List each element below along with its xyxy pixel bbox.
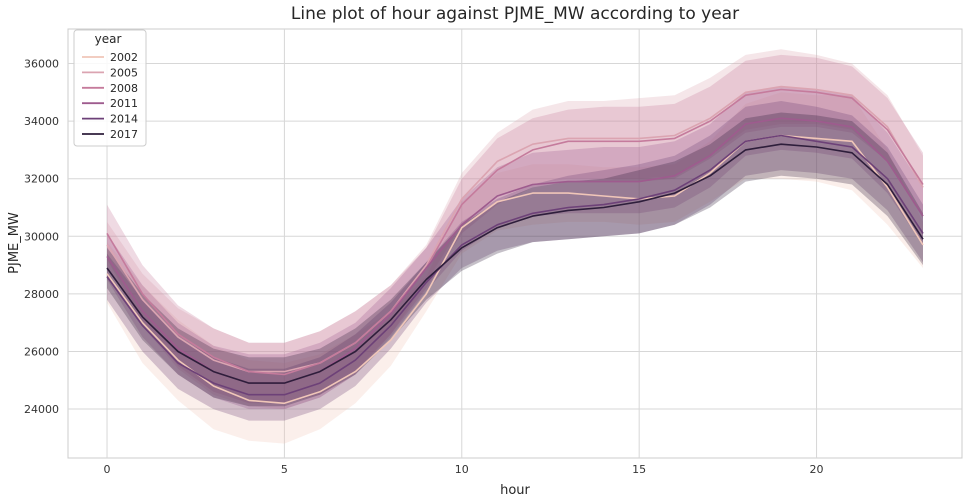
legend-label: 2017 (110, 128, 138, 141)
y-tick-label: 26000 (24, 345, 59, 358)
legend-label: 2005 (110, 66, 138, 79)
series-line-2008 (106, 88, 924, 376)
legend-label: 2002 (110, 51, 138, 64)
y-tick-label: 30000 (24, 230, 59, 243)
x-tick-label: 0 (104, 463, 111, 476)
x-tick-label: 15 (632, 463, 646, 476)
y-tick-label: 34000 (24, 115, 59, 128)
confidence-band-2014 (107, 101, 923, 421)
confidence-band-2011 (107, 86, 923, 410)
x-axis-ticks: 0 5 10 15 20 (104, 463, 824, 476)
x-axis-label: hour (500, 483, 530, 498)
x-tick-label: 10 (455, 463, 469, 476)
series-line-2017 (106, 143, 924, 384)
chart-title: Line plot of hour against PJME_MW accord… (291, 4, 739, 24)
series-line-2014 (106, 134, 924, 396)
legend-box (73, 29, 147, 147)
y-tick-label: 28000 (24, 288, 59, 301)
legend-label: 2011 (110, 97, 138, 110)
legend-label: 2008 (110, 82, 138, 95)
legend-items: 2002 2005 2008 2011 2014 2017 (82, 51, 138, 141)
confidence-bands (107, 49, 923, 444)
y-axis-ticks: 24000 26000 28000 30000 32000 34000 36000 (24, 58, 59, 417)
plot-area (67, 28, 963, 459)
confidence-band-2002 (107, 92, 923, 444)
confidence-band-2017 (107, 112, 923, 407)
y-tick-label: 32000 (24, 173, 59, 186)
x-tick-label: 5 (281, 463, 288, 476)
confidence-band-2005 (107, 49, 923, 410)
x-tick-label: 20 (810, 463, 824, 476)
y-tick-label: 36000 (24, 58, 59, 71)
y-axis-label: PJME_MW (7, 212, 22, 274)
legend-title: year (95, 32, 122, 46)
y-tick-label: 24000 (24, 403, 59, 416)
series-lines (106, 85, 924, 405)
grid-lines (68, 29, 962, 458)
legend: year 2002 2005 2008 2011 2014 2017 (73, 29, 147, 147)
legend-label: 2014 (110, 113, 138, 126)
confidence-band-2008 (107, 54, 923, 404)
